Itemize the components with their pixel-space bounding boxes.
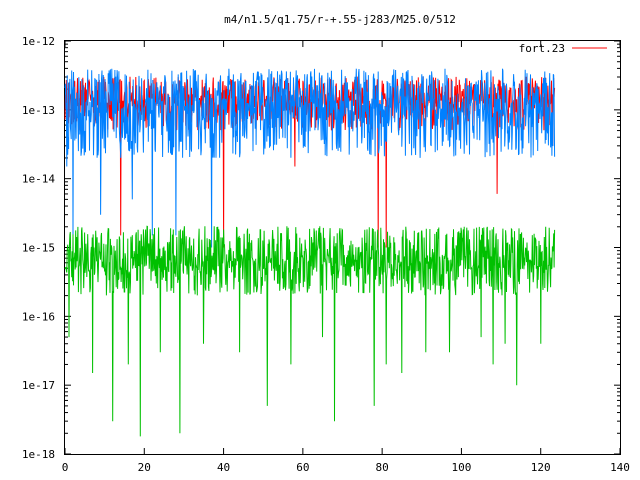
series-layer bbox=[64, 68, 556, 437]
legend: fort.23 bbox=[519, 42, 607, 55]
series-line-3 bbox=[64, 225, 556, 437]
y-tick-label: 1e-12 bbox=[22, 35, 55, 48]
x-tick-label: 80 bbox=[376, 461, 389, 474]
legend-label: fort.23 bbox=[519, 42, 565, 55]
x-tick-label: 0 bbox=[62, 461, 69, 474]
y-tick-label: 1e-15 bbox=[22, 242, 55, 255]
x-tick-label: 20 bbox=[138, 461, 151, 474]
plot-frame bbox=[64, 40, 621, 455]
series-line-2 bbox=[64, 68, 556, 248]
y-tick-label: 1e-14 bbox=[22, 173, 55, 186]
x-tick-label: 40 bbox=[217, 461, 230, 474]
y-tick-label: 1e-17 bbox=[22, 379, 55, 392]
y-tick-label: 1e-13 bbox=[22, 104, 55, 117]
x-tick-label: 140 bbox=[610, 461, 630, 474]
x-tick-label: 60 bbox=[296, 461, 309, 474]
chart-title: m4/n1.5/q1.75/r-+.55-j283/M25.0/512 bbox=[224, 13, 456, 26]
axes: 0 20 40 60 80 100 120 140 1e-18 1e-17 1e-16 1e-15 1e… bbox=[22, 35, 630, 474]
x-tick-label: 100 bbox=[451, 461, 471, 474]
y-tick-label: 1e-18 bbox=[22, 448, 55, 461]
x-tick-label: 120 bbox=[531, 461, 551, 474]
y-tick-label: 1e-16 bbox=[22, 310, 55, 323]
